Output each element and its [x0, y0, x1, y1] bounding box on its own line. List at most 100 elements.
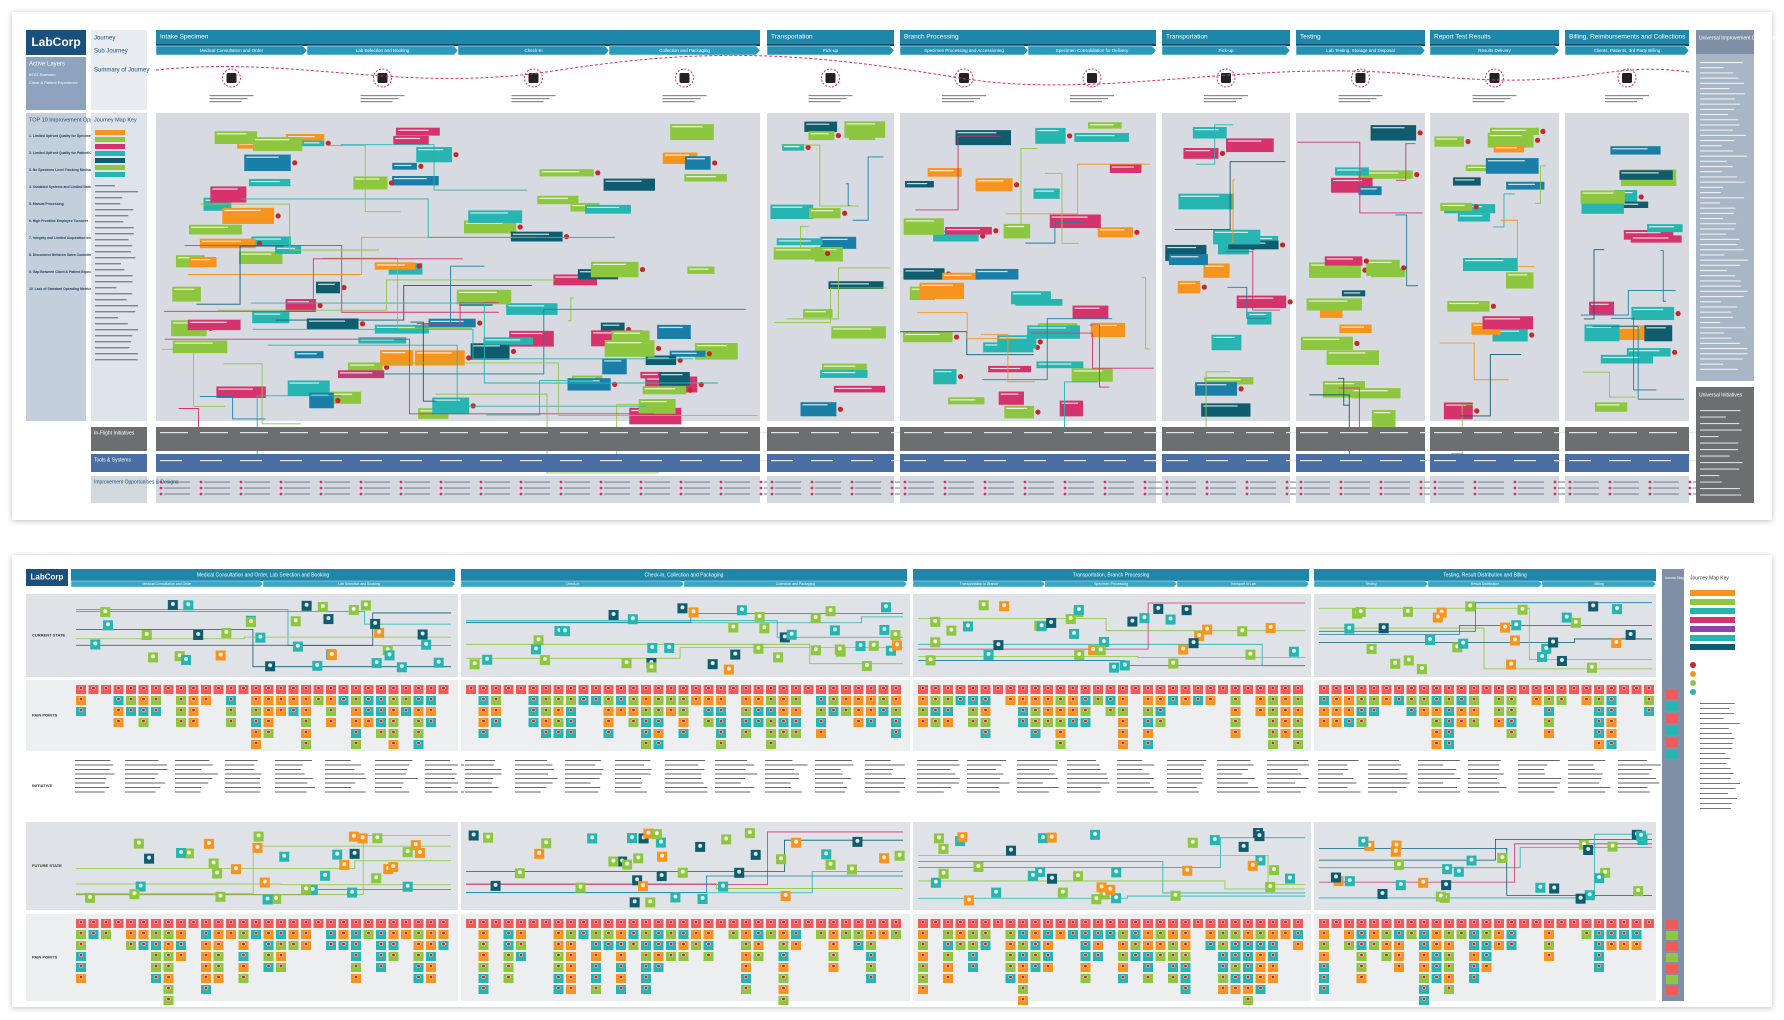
pain-icon: [1509, 729, 1514, 735]
pain-icon: [531, 707, 536, 713]
key-line: [95, 281, 133, 283]
lane-text: [680, 460, 702, 462]
pain-icon: [353, 685, 359, 691]
pain-icon: [1596, 707, 1602, 713]
lane-text: [1166, 432, 1194, 434]
journey-card: [214, 131, 258, 144]
journey-card-text: [605, 180, 642, 182]
pain-icon: [531, 718, 536, 724]
pain-icon: [1045, 696, 1051, 702]
journey-card: [1647, 224, 1683, 233]
journey-card: [294, 351, 324, 359]
tools-cell: [1430, 454, 1559, 472]
pain-icon: [1471, 930, 1477, 936]
stage-header: [900, 30, 1156, 46]
initiative-text: [765, 764, 808, 766]
pain-icon: [831, 952, 836, 958]
journey-card-text: [1035, 190, 1054, 192]
pain-badge: [1465, 138, 1471, 145]
pain-icon: [868, 685, 874, 691]
pain-icon: [1170, 974, 1176, 980]
journey-card-text: [201, 240, 241, 242]
pain-icon: [1145, 974, 1151, 980]
pain-icon: [856, 718, 861, 724]
journey-card-text: [277, 247, 296, 249]
lane-text: [640, 460, 662, 462]
lane-text: [811, 460, 833, 462]
journey-card: [1506, 272, 1534, 289]
initiative-text: [865, 760, 891, 761]
pain-icon: [1446, 740, 1452, 746]
lane-text: [1609, 432, 1637, 434]
pain-icon: [1396, 919, 1402, 925]
summary-text: [662, 98, 701, 100]
step-icon: [265, 896, 270, 901]
pain-badge: [563, 233, 570, 240]
pain-icon: [416, 974, 421, 980]
pain-icon: [856, 919, 861, 925]
journey-card: [803, 309, 833, 318]
pain-icon: [1334, 919, 1339, 925]
initiative-text: [715, 760, 748, 761]
step-icon: [1551, 639, 1556, 644]
improve-dot: [639, 480, 643, 484]
pain-icon: [643, 707, 649, 713]
pain-icon: [945, 685, 951, 691]
improve-dot: [719, 480, 723, 484]
pain-icon: [278, 707, 284, 713]
journey-card: [392, 175, 439, 186]
pain-icon: [581, 685, 586, 691]
initiative-text: [75, 791, 105, 793]
pain-badge: [466, 355, 472, 361]
step-icon: [1197, 633, 1202, 638]
summary-text: [1338, 101, 1371, 103]
step-icon: [710, 661, 715, 666]
improve-dot: [1688, 480, 1692, 484]
stage-header-stripe: [1565, 44, 1689, 46]
journey-card: [831, 326, 886, 339]
improve-text: [1613, 493, 1639, 495]
pain-icon: [543, 696, 549, 702]
pain-icon: [768, 729, 774, 735]
journey-card: [380, 350, 414, 366]
pain-icon: [1446, 941, 1452, 947]
pain-icon: [856, 941, 861, 947]
improve-dot: [1063, 480, 1067, 484]
pain-icon: [693, 941, 699, 947]
initiative-text: [1468, 773, 1504, 775]
key-line: [95, 317, 119, 319]
step-icon: [779, 856, 784, 861]
pain-badge: [712, 160, 718, 166]
initiative-text: [375, 791, 410, 793]
sub-journey-arrow: [306, 45, 459, 56]
improve-dot: [1339, 492, 1343, 496]
pain-icon: [203, 941, 209, 947]
pain-icon: [743, 941, 749, 947]
pain-icon: [291, 707, 296, 713]
step-icon: [274, 895, 279, 900]
improve-dot: [359, 486, 363, 490]
pain-icon: [153, 974, 159, 980]
logo: LabCorp: [31, 573, 64, 582]
pain-icon: [945, 974, 951, 980]
flow-line: [1396, 143, 1416, 181]
pain-icon: [1058, 685, 1063, 691]
pain-icon: [1183, 685, 1188, 691]
pain-icon: [706, 930, 711, 936]
pain-icon: [1434, 963, 1439, 969]
pain-badge: [388, 180, 394, 186]
improve-dot: [159, 480, 163, 484]
pain-icon: [1245, 919, 1251, 925]
key-line: [95, 353, 138, 355]
pain-icon: [1509, 718, 1514, 724]
improve-text: [324, 481, 350, 483]
stage-name: Transportation: [1166, 34, 1208, 41]
initiative-text: [917, 787, 952, 788]
journey-card-text: [1203, 405, 1238, 407]
initiative-text: [615, 769, 652, 770]
pain-icon: [543, 685, 549, 691]
pain-icon: [1596, 740, 1602, 746]
initiative-text: [1418, 782, 1444, 784]
pain-icon: [920, 930, 926, 936]
initiative-text: [1318, 791, 1361, 793]
